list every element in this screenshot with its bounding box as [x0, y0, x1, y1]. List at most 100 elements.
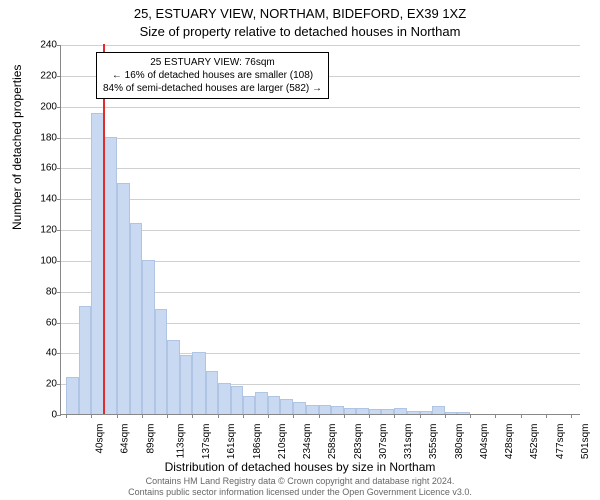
y-tick-label: 100 [31, 255, 61, 266]
x-tick-mark [243, 414, 244, 418]
x-tick-label: 161sqm [226, 424, 237, 460]
annotation-line-3: 84% of semi-detached houses are larger (… [103, 82, 322, 95]
x-tick-label: 404sqm [479, 424, 490, 460]
y-tick-label: 20 [31, 379, 61, 390]
x-tick-label: 258sqm [327, 424, 338, 460]
y-axis-label: Number of detached properties [10, 65, 24, 230]
y-tick-label: 40 [31, 348, 61, 359]
histogram-bar [130, 223, 142, 414]
x-tick-mark [495, 414, 496, 418]
footer-attribution: Contains HM Land Registry data © Crown c… [0, 476, 600, 498]
x-tick-mark [470, 414, 471, 418]
property-size-chart: 25, ESTUARY VIEW, NORTHAM, BIDEFORD, EX3… [0, 0, 600, 500]
x-tick-mark [394, 414, 395, 418]
histogram-bar [356, 408, 368, 414]
x-tick-mark [91, 414, 92, 418]
y-tick-label: 80 [31, 286, 61, 297]
footer-line-2: Contains public sector information licen… [0, 487, 600, 498]
gridline [61, 107, 580, 108]
x-tick-mark [445, 414, 446, 418]
x-tick-mark [167, 414, 168, 418]
x-tick-label: 501sqm [580, 424, 591, 460]
y-tick-label: 60 [31, 317, 61, 328]
footer-line-1: Contains HM Land Registry data © Crown c… [0, 476, 600, 487]
x-tick-mark [571, 414, 572, 418]
x-tick-mark [293, 414, 294, 418]
histogram-bar [180, 355, 192, 414]
histogram-bar [407, 411, 419, 414]
histogram-bar [319, 405, 331, 414]
x-tick-mark [319, 414, 320, 418]
property-marker-line [103, 44, 105, 414]
x-tick-label: 40sqm [95, 424, 106, 454]
histogram-bar [66, 377, 78, 414]
x-tick-mark [521, 414, 522, 418]
x-tick-label: 428sqm [504, 424, 515, 460]
histogram-bar [167, 340, 179, 414]
x-tick-mark [546, 414, 547, 418]
x-tick-label: 307sqm [378, 424, 389, 460]
x-tick-mark [344, 414, 345, 418]
annotation-box: 25 ESTUARY VIEW: 76sqm ← 16% of detached… [96, 52, 329, 99]
x-tick-label: 283sqm [353, 424, 364, 460]
y-tick-label: 0 [31, 410, 61, 421]
histogram-bar [192, 352, 206, 414]
histogram-bar [280, 399, 292, 414]
histogram-bar [243, 396, 255, 415]
histogram-bar [104, 137, 118, 415]
x-tick-label: 89sqm [146, 424, 157, 454]
y-tick-label: 200 [31, 101, 61, 112]
y-tick-label: 120 [31, 225, 61, 236]
histogram-bar [117, 183, 129, 414]
x-tick-mark [369, 414, 370, 418]
x-tick-label: 210sqm [277, 424, 288, 460]
histogram-bar [381, 409, 393, 414]
gridline [61, 45, 580, 46]
histogram-bar [344, 408, 356, 414]
histogram-bar [293, 402, 307, 414]
histogram-bar [445, 412, 457, 414]
plot-area: 02040608010012014016018020022024040sqm64… [60, 45, 580, 415]
annotation-line-1: 25 ESTUARY VIEW: 76sqm [103, 56, 322, 69]
histogram-bar [331, 406, 343, 414]
histogram-bar [231, 386, 243, 414]
x-tick-mark [66, 414, 67, 418]
y-tick-label: 220 [31, 70, 61, 81]
x-tick-mark [117, 414, 118, 418]
gridline [61, 199, 580, 200]
histogram-bar [432, 406, 444, 414]
x-axis-label: Distribution of detached houses by size … [0, 460, 600, 474]
x-tick-label: 186sqm [252, 424, 263, 460]
chart-title-main: 25, ESTUARY VIEW, NORTHAM, BIDEFORD, EX3… [0, 6, 600, 21]
histogram-bar [79, 306, 91, 414]
histogram-bar [306, 405, 318, 414]
x-tick-label: 477sqm [555, 424, 566, 460]
gridline [61, 138, 580, 139]
histogram-bar [206, 371, 218, 414]
histogram-bar [420, 411, 432, 414]
histogram-bar [218, 383, 230, 414]
x-tick-label: 452sqm [529, 424, 540, 460]
y-tick-label: 140 [31, 194, 61, 205]
y-tick-label: 240 [31, 40, 61, 51]
x-tick-label: 137sqm [201, 424, 212, 460]
x-tick-label: 331sqm [403, 424, 414, 460]
histogram-bar [394, 408, 408, 414]
x-tick-label: 380sqm [454, 424, 465, 460]
gridline [61, 168, 580, 169]
x-tick-label: 234sqm [302, 424, 313, 460]
x-tick-mark [420, 414, 421, 418]
x-tick-label: 355sqm [428, 424, 439, 460]
annotation-line-2: ← 16% of detached houses are smaller (10… [103, 69, 322, 82]
y-tick-label: 180 [31, 132, 61, 143]
histogram-bar [369, 409, 381, 414]
y-tick-label: 160 [31, 163, 61, 174]
x-tick-mark [142, 414, 143, 418]
histogram-bar [457, 412, 469, 414]
x-tick-label: 113sqm [175, 424, 186, 459]
x-tick-mark [268, 414, 269, 418]
chart-title-sub: Size of property relative to detached ho… [0, 24, 600, 39]
histogram-bar [255, 392, 267, 414]
x-tick-mark [192, 414, 193, 418]
x-tick-mark [218, 414, 219, 418]
